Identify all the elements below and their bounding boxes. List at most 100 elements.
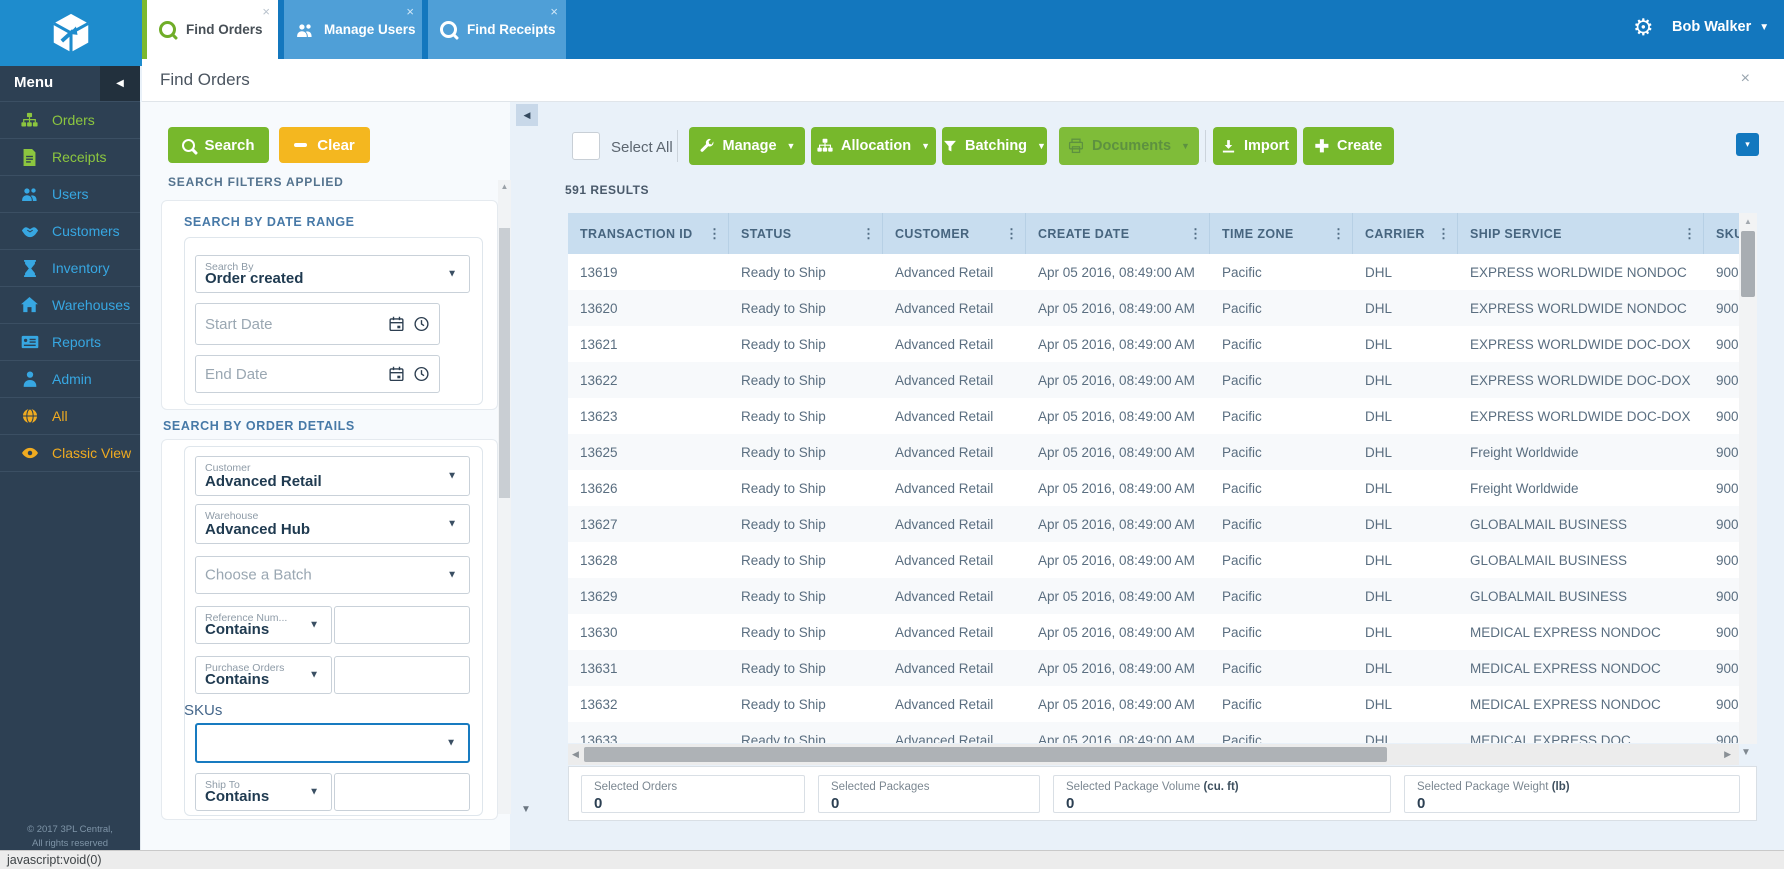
clear-button[interactable]: Clear: [279, 127, 370, 163]
column-header-time-zone[interactable]: TIME ZONE ⋮: [1210, 213, 1353, 254]
purchase-orders-input[interactable]: [335, 657, 469, 693]
manage-button[interactable]: Manage ▼: [689, 127, 805, 165]
table-row[interactable]: 13626 Ready to Ship Advanced Retail Apr …: [568, 470, 1739, 506]
sidebar-item-classic-view[interactable]: Classic View: [0, 434, 140, 472]
scroll-down-icon[interactable]: ▼: [1741, 747, 1751, 758]
column-header-transaction-id[interactable]: TRANSACTION ID ⋮: [568, 213, 729, 254]
scrollbar-thumb[interactable]: [584, 747, 1387, 762]
ship-to-input[interactable]: [335, 774, 469, 810]
table-row[interactable]: 13623 Ready to Ship Advanced Retail Apr …: [568, 398, 1739, 434]
purchase-orders-operator-select[interactable]: Purchase Orders Contains ▼: [195, 656, 332, 694]
tab-manage-users[interactable]: Manage Users ×: [284, 0, 422, 59]
table-row[interactable]: 13627 Ready to Ship Advanced Retail Apr …: [568, 506, 1739, 542]
kebab-icon[interactable]: ⋮: [1683, 225, 1696, 241]
table-row[interactable]: 13625 Ready to Ship Advanced Retail Apr …: [568, 434, 1739, 470]
kebab-icon[interactable]: ⋮: [1189, 225, 1202, 241]
reference-operator-select[interactable]: Reference Num... Contains ▼: [195, 606, 332, 644]
warehouse-select[interactable]: Warehouse Advanced Hub ▼: [195, 504, 470, 544]
tab-find-orders[interactable]: Find Orders ×: [142, 0, 278, 59]
column-header-customer[interactable]: CUSTOMER ⋮: [883, 213, 1026, 254]
column-header-carrier[interactable]: CARRIER ⋮: [1353, 213, 1458, 254]
selection-summary-bar: Selected Orders 0 Selected Packages 0 Se…: [568, 766, 1757, 821]
sidebar-collapse-button[interactable]: ◀: [100, 66, 140, 101]
sidebar-item-warehouses[interactable]: Warehouses: [0, 286, 140, 323]
tab-find-receipts[interactable]: Find Receipts ×: [428, 0, 566, 59]
app-logo[interactable]: [0, 0, 142, 66]
table-row[interactable]: 13631 Ready to Ship Advanced Retail Apr …: [568, 650, 1739, 686]
kebab-icon[interactable]: ⋮: [1005, 225, 1018, 241]
close-icon[interactable]: ×: [550, 4, 558, 19]
cell-status: Ready to Ship: [741, 408, 826, 424]
sidebar-item-receipts[interactable]: Receipts: [0, 138, 140, 175]
scroll-up-icon[interactable]: ▲: [500, 182, 509, 191]
reference-input[interactable]: [335, 607, 469, 643]
customer-select[interactable]: Customer Advanced Retail ▼: [195, 456, 470, 496]
batch-select[interactable]: Choose a Batch ▼: [195, 556, 470, 594]
scrollbar-thumb[interactable]: [499, 228, 510, 498]
column-header-sku[interactable]: SKU: [1716, 226, 1739, 241]
table-row[interactable]: 13622 Ready to Ship Advanced Retail Apr …: [568, 362, 1739, 398]
hourglass-icon: [20, 259, 39, 277]
documents-button-disabled[interactable]: Documents ▼: [1059, 127, 1199, 165]
close-icon[interactable]: ×: [1740, 70, 1750, 87]
allocation-button[interactable]: Allocation ▼: [811, 127, 936, 165]
grid-options-button[interactable]: ▾: [1736, 133, 1759, 156]
column-header-create-date[interactable]: CREATE DATE ⋮: [1026, 213, 1210, 254]
table-row[interactable]: 13632 Ready to Ship Advanced Retail Apr …: [568, 686, 1739, 722]
sidebar-item-all[interactable]: All: [0, 397, 140, 434]
cell-ship-service: EXPRESS WORLDWIDE DOC-DOX: [1470, 408, 1691, 424]
search-icon: [182, 138, 196, 152]
search-by-select[interactable]: Search By Order created ▼: [195, 255, 470, 293]
end-date-input[interactable]: [196, 356, 439, 392]
table-row[interactable]: 13619 Ready to Ship Advanced Retail Apr …: [568, 254, 1739, 290]
sidebar-item-customers[interactable]: Customers: [0, 212, 140, 249]
close-icon[interactable]: ×: [406, 4, 414, 19]
table-vertical-scrollbar[interactable]: ▲: [1739, 213, 1757, 744]
sidebar-item-admin[interactable]: Admin: [0, 360, 140, 397]
panel-collapse-button[interactable]: ◀: [516, 104, 538, 126]
filter-scrollbar[interactable]: ▲: [498, 180, 511, 814]
cell-sku: 9000: [1716, 552, 1739, 568]
cell-status: Ready to Ship: [741, 588, 826, 604]
gear-icon[interactable]: ⚙: [1633, 14, 1654, 40]
table-horizontal-scrollbar[interactable]: ◀ ▶: [568, 744, 1739, 765]
user-menu[interactable]: Bob Walker ▼: [1672, 19, 1769, 35]
import-button[interactable]: Import: [1213, 127, 1297, 165]
column-header-ship-service[interactable]: SHIP SERVICE ⋮: [1458, 213, 1704, 254]
select-all-checkbox[interactable]: [572, 132, 600, 160]
scroll-down-icon[interactable]: ▼: [521, 804, 531, 815]
cell-create-date: Apr 05 2016, 08:49:00 AM: [1038, 336, 1195, 352]
scroll-up-icon[interactable]: ▲: [1744, 217, 1752, 226]
sidebar-item-reports[interactable]: Reports: [0, 323, 140, 360]
scroll-right-icon[interactable]: ▶: [1724, 749, 1731, 759]
close-icon[interactable]: ×: [262, 4, 270, 19]
scroll-left-icon[interactable]: ◀: [572, 749, 579, 759]
sidebar-item-label: Reports: [52, 334, 102, 350]
toolbar-divider: [1205, 130, 1206, 162]
column-header-status[interactable]: STATUS ⋮: [729, 213, 883, 254]
skus-select-focused[interactable]: ▼: [195, 723, 470, 763]
batching-button[interactable]: Batching ▼: [942, 127, 1047, 165]
table-header: TRANSACTION ID ⋮ STATUS ⋮ CUSTOMER ⋮ CREATE…: [568, 213, 1739, 254]
kebab-icon[interactable]: ⋮: [1332, 225, 1345, 241]
table-row[interactable]: 13620 Ready to Ship Advanced Retail Apr …: [568, 290, 1739, 326]
kebab-icon[interactable]: ⋮: [1437, 225, 1450, 241]
table-row[interactable]: 13633 Ready to Ship Advanced Retail Apr …: [568, 722, 1739, 743]
cell-carrier: DHL: [1365, 480, 1393, 496]
scrollbar-thumb[interactable]: [1741, 231, 1755, 297]
kebab-icon[interactable]: ⋮: [862, 225, 875, 241]
kebab-icon[interactable]: ⋮: [708, 225, 721, 241]
cell-sku: 9000: [1716, 444, 1739, 460]
create-button[interactable]: ✚ Create: [1303, 127, 1394, 165]
sidebar-item-users[interactable]: Users: [0, 175, 140, 212]
search-button[interactable]: Search: [168, 127, 269, 163]
table-row[interactable]: 13629 Ready to Ship Advanced Retail Apr …: [568, 578, 1739, 614]
table-row[interactable]: 13628 Ready to Ship Advanced Retail Apr …: [568, 542, 1739, 578]
ship-to-operator-select[interactable]: Ship To Contains ▼: [195, 773, 332, 811]
cell-sku: 9000: [1716, 588, 1739, 604]
table-row[interactable]: 13621 Ready to Ship Advanced Retail Apr …: [568, 326, 1739, 362]
sidebar-item-inventory[interactable]: Inventory: [0, 249, 140, 286]
start-date-input[interactable]: [196, 304, 439, 344]
table-row[interactable]: 13630 Ready to Ship Advanced Retail Apr …: [568, 614, 1739, 650]
sidebar-item-orders[interactable]: Orders: [0, 101, 140, 138]
